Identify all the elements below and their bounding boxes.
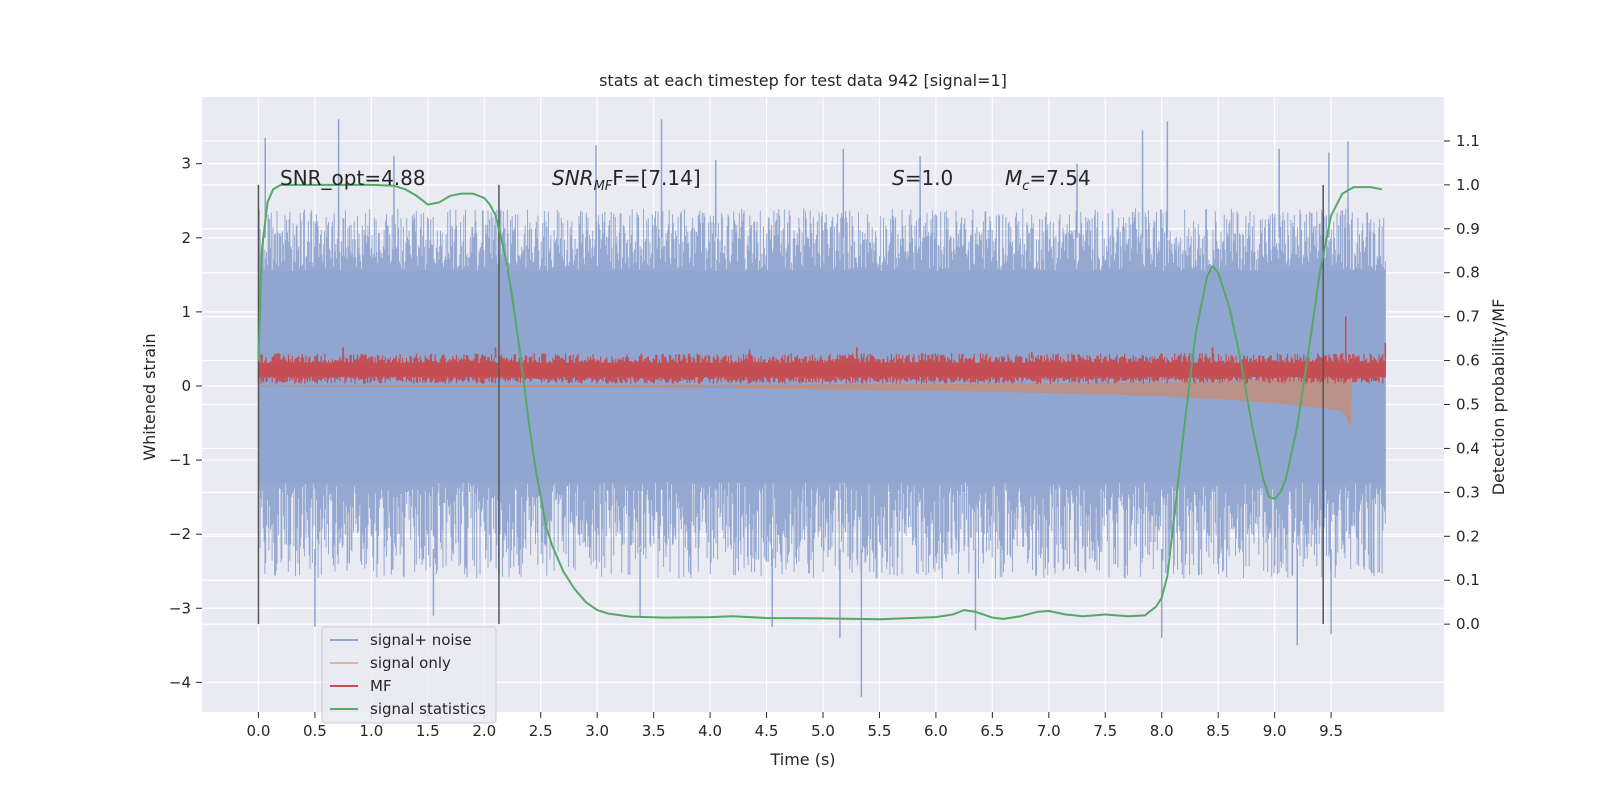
mc-annotation: Mc=7.54 bbox=[1005, 166, 1091, 194]
x-tick-label: 6.5 bbox=[980, 722, 1004, 740]
x-tick-label: 9.5 bbox=[1319, 722, 1343, 740]
signal-only-series bbox=[258, 370, 1352, 427]
snr-mf-main: SNR bbox=[552, 166, 594, 190]
y2-tick-label: 0.7 bbox=[1456, 308, 1480, 326]
legend-label-mf: MF bbox=[370, 677, 392, 695]
legend-label-signal-statistics: signal statistics bbox=[370, 700, 486, 718]
signal-statistics-series bbox=[257, 183, 1383, 621]
mc-rest: =7.54 bbox=[1029, 166, 1090, 190]
x-tick-label: 0.0 bbox=[247, 722, 271, 740]
y2-tick-label: 0.0 bbox=[1456, 615, 1480, 633]
y2-tick-label: 1.1 bbox=[1456, 132, 1480, 150]
x-tick-label: 2.5 bbox=[529, 722, 553, 740]
x-tick-label: 5.5 bbox=[868, 722, 892, 740]
y-axis-label: Whitened strain bbox=[140, 333, 159, 460]
x-tick-label: 3.5 bbox=[642, 722, 666, 740]
x-tick-label: 2.0 bbox=[472, 722, 496, 740]
y-tick-label: −2 bbox=[169, 525, 191, 543]
x-tick-label: 4.5 bbox=[755, 722, 779, 740]
y2-tick-label: 0.3 bbox=[1456, 483, 1480, 501]
s-main: S bbox=[892, 166, 905, 190]
signal-only-envelope bbox=[258, 370, 1352, 427]
x-tick-label: 8.5 bbox=[1206, 722, 1230, 740]
y2-tick-label: 1.0 bbox=[1456, 176, 1480, 194]
s-rest: =1.0 bbox=[905, 166, 954, 190]
x-tick-label: 7.0 bbox=[1037, 722, 1061, 740]
y-tick-label: 1 bbox=[181, 303, 191, 321]
x-tick-label: 3.0 bbox=[585, 722, 609, 740]
signal-statistics-line bbox=[257, 183, 1383, 621]
y2-tick-label: 0.8 bbox=[1456, 264, 1480, 282]
y2-axis-ticks: 1.1 1.0 0.9 0.8 0.7 0.6 0.5 0.4 0.3 0.2 0.1 0.0 bbox=[1444, 132, 1480, 633]
x-tick-label: 6.0 bbox=[924, 722, 948, 740]
y2-tick-label: 0.5 bbox=[1456, 396, 1480, 414]
y2-tick-label: 0.4 bbox=[1456, 439, 1480, 457]
y2-tick-label: 0.6 bbox=[1456, 352, 1480, 370]
chart-title: stats at each timestep for test data 942… bbox=[599, 71, 1007, 90]
snr-mf-annotation: SNRMFF=[7.14] bbox=[552, 166, 701, 194]
legend-label-signal-only: signal only bbox=[370, 654, 451, 672]
y-tick-label: 0 bbox=[181, 377, 191, 395]
snr-mf-rest: F=[7.14] bbox=[612, 166, 700, 190]
x-tick-label: 4.0 bbox=[698, 722, 722, 740]
y-axis-ticks: 3 2 1 0 −1 −2 −3 −4 bbox=[169, 155, 202, 691]
x-tick-label: 7.5 bbox=[1093, 722, 1117, 740]
mc-main: M bbox=[1005, 166, 1022, 190]
y2-tick-label: 0.2 bbox=[1456, 527, 1480, 545]
x-tick-label: 8.0 bbox=[1150, 722, 1174, 740]
y2-axis-label: Detection probability/MF bbox=[1489, 299, 1508, 496]
x-axis-ticks: 0.0 0.5 1.0 1.5 2.0 2.5 3.0 3.5 4.0 4.5 5.0 5.5 6.0 6… bbox=[247, 712, 1343, 740]
snr-opt-annotation: SNR_opt=4.88 bbox=[280, 166, 426, 190]
legend: signal+ noise signal only MF signal stat… bbox=[321, 626, 497, 724]
x-tick-label: 5.0 bbox=[811, 722, 835, 740]
snr-mf-sub: MF bbox=[594, 179, 613, 194]
y-tick-label: −4 bbox=[169, 673, 191, 691]
legend-box bbox=[321, 626, 497, 724]
x-axis-label: Time (s) bbox=[769, 750, 835, 769]
x-tick-label: 9.0 bbox=[1263, 722, 1287, 740]
y-tick-label: 3 bbox=[181, 155, 191, 173]
y-tick-label: −3 bbox=[169, 599, 191, 617]
s-annotation: S=1.0 bbox=[892, 166, 953, 190]
x-tick-label: 1.5 bbox=[416, 722, 440, 740]
mc-sub: c bbox=[1022, 179, 1029, 194]
y-tick-label: 2 bbox=[181, 229, 191, 247]
y-tick-label: −1 bbox=[169, 451, 191, 469]
x-tick-label: 1.0 bbox=[359, 722, 383, 740]
y2-tick-label: 0.9 bbox=[1456, 220, 1480, 238]
x-tick-label: 0.5 bbox=[303, 722, 327, 740]
y2-tick-label: 0.1 bbox=[1456, 571, 1480, 589]
legend-label-signal-noise: signal+ noise bbox=[370, 631, 472, 649]
